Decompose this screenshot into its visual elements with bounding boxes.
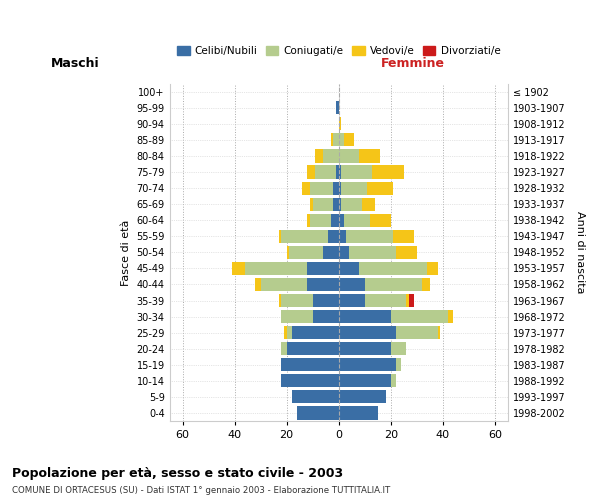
Bar — [365, 278, 422, 291]
Bar — [334, 134, 338, 146]
Bar — [297, 406, 338, 420]
Bar — [338, 374, 391, 388]
Bar — [307, 278, 338, 291]
Y-axis label: Fasce di età: Fasce di età — [121, 219, 131, 286]
Text: Maschi: Maschi — [50, 57, 99, 70]
Bar — [373, 166, 404, 178]
Bar — [281, 294, 313, 307]
Bar — [307, 262, 338, 275]
Bar — [307, 214, 310, 227]
Bar — [338, 198, 341, 210]
Bar — [338, 150, 359, 162]
Bar — [338, 166, 341, 178]
Bar — [344, 134, 354, 146]
Bar — [396, 246, 417, 259]
Bar — [349, 246, 396, 259]
Bar — [391, 374, 396, 388]
Bar — [313, 198, 334, 210]
Bar — [341, 198, 362, 210]
Bar — [370, 214, 391, 227]
Bar — [331, 214, 338, 227]
Bar — [245, 262, 307, 275]
Bar — [365, 294, 406, 307]
Bar — [281, 310, 313, 323]
Bar — [338, 326, 396, 339]
Bar — [338, 294, 365, 307]
Bar — [338, 262, 359, 275]
Bar — [287, 326, 292, 339]
Bar — [279, 230, 281, 243]
Bar — [336, 166, 338, 178]
Bar — [323, 246, 338, 259]
Bar — [281, 374, 338, 388]
Bar — [310, 182, 334, 194]
Bar — [367, 182, 394, 194]
Bar — [427, 262, 437, 275]
Bar — [338, 390, 386, 404]
Bar — [328, 230, 338, 243]
Bar — [338, 182, 341, 194]
Bar — [338, 118, 341, 130]
Bar — [359, 262, 427, 275]
Bar — [338, 214, 344, 227]
Bar — [341, 166, 373, 178]
Bar — [302, 182, 310, 194]
Bar — [281, 342, 287, 355]
Legend: Celibi/Nubili, Coniugati/e, Vedovi/e, Divorziati/e: Celibi/Nubili, Coniugati/e, Vedovi/e, Di… — [173, 42, 505, 60]
Bar — [437, 326, 440, 339]
Bar — [307, 166, 315, 178]
Bar — [394, 230, 414, 243]
Bar — [310, 214, 331, 227]
Bar — [341, 182, 367, 194]
Bar — [310, 198, 313, 210]
Bar — [338, 278, 365, 291]
Bar — [346, 230, 394, 243]
Bar — [409, 294, 414, 307]
Bar — [338, 230, 346, 243]
Bar — [344, 214, 370, 227]
Bar — [336, 101, 338, 114]
Bar — [323, 150, 338, 162]
Bar — [260, 278, 307, 291]
Bar — [281, 358, 338, 372]
Bar — [338, 134, 344, 146]
Bar — [391, 310, 448, 323]
Bar — [448, 310, 453, 323]
Bar — [406, 294, 409, 307]
Bar — [256, 278, 260, 291]
Bar — [359, 150, 380, 162]
Bar — [287, 342, 338, 355]
Bar — [313, 294, 338, 307]
Text: Popolazione per età, sesso e stato civile - 2003: Popolazione per età, sesso e stato civil… — [12, 468, 343, 480]
Bar — [331, 134, 334, 146]
Bar — [422, 278, 430, 291]
Bar — [292, 390, 338, 404]
Bar — [279, 294, 281, 307]
Text: COMUNE DI ORTACESUS (SU) - Dati ISTAT 1° gennaio 2003 - Elaborazione TUTTITALIA.: COMUNE DI ORTACESUS (SU) - Dati ISTAT 1°… — [12, 486, 390, 495]
Bar — [396, 326, 437, 339]
Bar — [284, 326, 287, 339]
Bar — [391, 342, 406, 355]
Bar — [292, 326, 338, 339]
Bar — [334, 198, 338, 210]
Bar — [396, 358, 401, 372]
Bar — [338, 342, 391, 355]
Bar — [232, 262, 245, 275]
Bar — [315, 150, 323, 162]
Bar — [315, 166, 336, 178]
Bar — [334, 182, 338, 194]
Bar — [338, 246, 349, 259]
Bar — [281, 230, 328, 243]
Y-axis label: Anni di nascita: Anni di nascita — [575, 211, 585, 294]
Bar — [289, 246, 323, 259]
Bar — [338, 358, 396, 372]
Text: Femmine: Femmine — [381, 57, 445, 70]
Bar — [287, 246, 289, 259]
Bar — [338, 406, 378, 420]
Bar — [362, 198, 375, 210]
Bar — [313, 310, 338, 323]
Bar — [338, 310, 391, 323]
